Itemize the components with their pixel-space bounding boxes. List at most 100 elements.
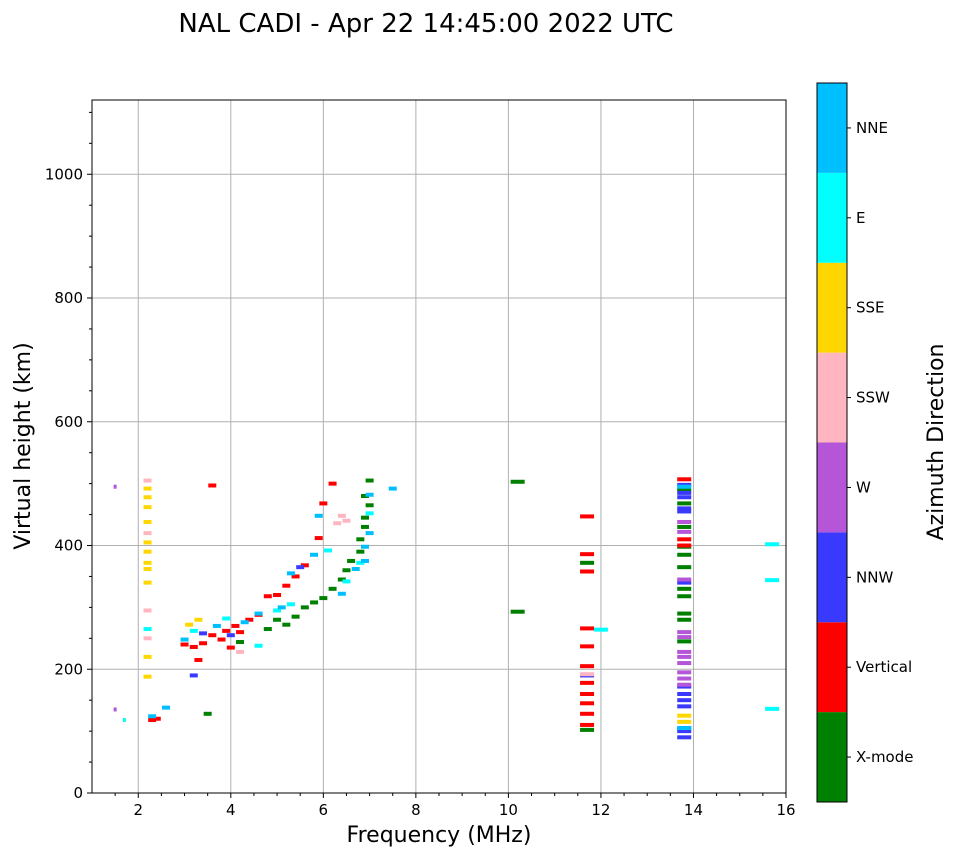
echo-point-vertical <box>273 593 282 597</box>
echo-point-x-mode <box>203 711 212 716</box>
echo-point-vertical <box>222 628 231 633</box>
echo-point-x-mode <box>580 560 595 565</box>
azimuth-colorbar: X-mode Vertical NNW W SSW SSE E NNE <box>816 82 913 803</box>
chart-title: NAL CADI - Apr 22 14:45:00 2022 UTC <box>178 9 673 39</box>
echo-point-nnw <box>677 704 692 709</box>
echo-point-vertical <box>580 711 595 716</box>
echo-point-sse <box>143 540 152 545</box>
echo-point-x-mode <box>677 639 692 644</box>
echo-point-e <box>765 706 780 711</box>
colorbar-tick-label: W <box>856 478 871 496</box>
x-tick-label: 12 <box>591 801 610 819</box>
echo-point-ssw <box>333 521 342 526</box>
echo-point-vertical <box>580 626 595 631</box>
echo-point-e <box>342 579 351 584</box>
echo-point-nnw <box>677 580 692 585</box>
echo-point-vertical <box>189 644 198 649</box>
echo-point-sse <box>677 719 692 724</box>
echo-point-vertical <box>580 692 595 696</box>
echo-point-x-mode <box>677 617 692 622</box>
echo-point-w <box>677 577 692 582</box>
echo-point-e <box>593 627 608 632</box>
echo-point-x-mode <box>300 605 309 610</box>
echo-point-vertical <box>199 641 208 646</box>
echo-point-vertical <box>319 501 328 506</box>
echo-point-nne <box>148 714 157 719</box>
colorbar-tick-label: E <box>856 209 865 227</box>
grid-lines <box>92 100 787 794</box>
echo-point-x-mode <box>365 503 374 508</box>
echo-point-sse <box>143 654 152 659</box>
colorbar-frame <box>816 82 848 803</box>
x-axis-label: Frequency (MHz) <box>347 823 532 848</box>
echo-point-w <box>677 519 692 524</box>
echo-point-e <box>222 616 231 621</box>
echo-marks <box>113 477 780 740</box>
echo-point-nne <box>677 484 692 489</box>
echo-point-x-mode <box>677 552 692 557</box>
echo-point-w <box>113 707 117 712</box>
echo-point-w <box>677 676 692 681</box>
echo-point-sse <box>143 549 152 554</box>
echo-point-vertical <box>677 477 692 482</box>
echo-point-x-mode <box>365 478 374 483</box>
echo-point-x-mode <box>263 627 272 632</box>
echo-point-vertical <box>194 657 203 662</box>
echo-point-nne <box>310 552 319 557</box>
echo-point-nne <box>180 637 189 642</box>
echo-point-vertical <box>677 537 692 542</box>
echo-point-e <box>189 628 198 633</box>
echo-point-x-mode <box>310 600 319 605</box>
echo-point-nnw <box>677 729 692 734</box>
echo-point-ssw <box>337 513 346 518</box>
echo-point-nne <box>240 620 249 625</box>
echo-point-sse <box>677 713 692 718</box>
colorbar-segment-sse <box>817 262 847 353</box>
echo-point-x-mode <box>282 622 291 627</box>
echo-point-vertical <box>152 716 161 721</box>
colorbar-segment-vertical <box>817 622 847 713</box>
echo-point-vertical <box>180 642 189 647</box>
echo-point-x-mode <box>510 609 525 614</box>
echo-point-x-mode <box>236 640 245 645</box>
echo-point-w <box>677 630 692 635</box>
echo-point-x-mode <box>319 596 328 601</box>
x-tick-label: 2 <box>133 801 143 819</box>
echo-point-e <box>286 602 295 607</box>
echo-point-nne <box>337 591 346 596</box>
echo-point-vertical <box>580 514 595 519</box>
echo-point-nnw <box>677 490 692 495</box>
echo-point-vertical <box>580 680 595 685</box>
echo-point-ssw <box>143 636 152 641</box>
echo-point-sse <box>143 495 152 500</box>
echo-point-nne <box>162 705 171 710</box>
echo-point-nne <box>254 611 263 616</box>
echo-point-vertical <box>236 630 245 635</box>
echo-point-vertical <box>300 563 309 568</box>
x-tick-label: 16 <box>776 801 795 819</box>
echo-point-nne <box>277 605 286 610</box>
echo-point-nnw <box>189 673 198 678</box>
x-tick-label: 10 <box>499 801 518 819</box>
y-tick-label: 0 <box>73 784 83 802</box>
echo-point-sse <box>143 486 152 491</box>
echo-point-ssw <box>143 608 152 613</box>
echo-point-nnw <box>199 631 208 636</box>
echo-point-x-mode <box>360 515 369 520</box>
echo-point-nnw <box>677 698 692 703</box>
echo-point-x-mode <box>342 568 351 573</box>
x-tick-label: 14 <box>684 801 703 819</box>
echo-point-vertical <box>217 637 226 642</box>
echo-point-sse <box>143 505 152 510</box>
echo-point-nne <box>314 513 323 518</box>
colorbar-tick-label: X-mode <box>856 748 913 766</box>
y-tick-label: 400 <box>54 537 83 555</box>
echo-point-sse <box>143 567 152 572</box>
echo-point-x-mode <box>360 524 369 529</box>
colorbar-tick-label: NNW <box>856 568 893 586</box>
echo-point-vertical <box>245 617 254 622</box>
echo-point-sse <box>143 519 152 524</box>
echo-point-x-mode <box>580 727 595 732</box>
echo-point-vertical <box>580 569 595 574</box>
echo-point-x-mode <box>677 611 692 616</box>
